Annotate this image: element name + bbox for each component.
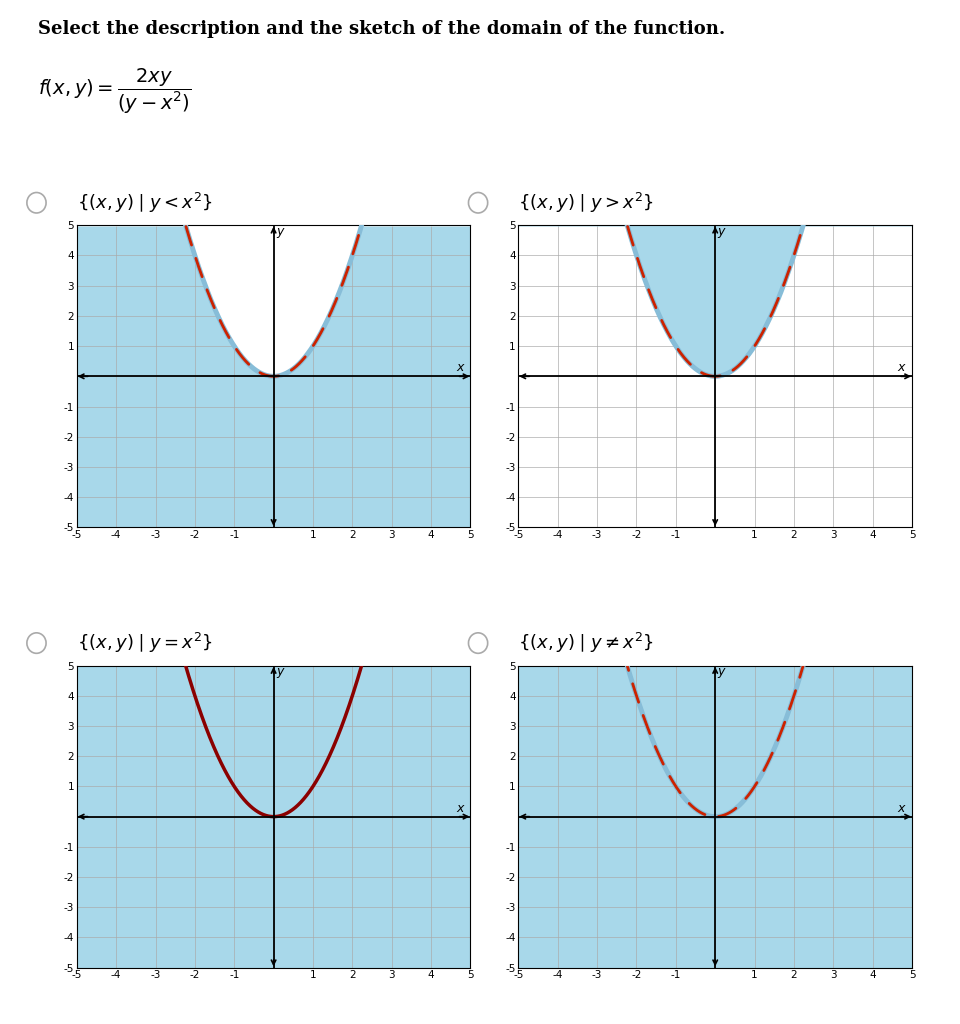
Text: $y$: $y$ [276, 667, 286, 680]
Text: $y$: $y$ [276, 226, 286, 240]
Text: $\{(x, y) \mid y = x^2\}$: $\{(x, y) \mid y = x^2\}$ [77, 631, 213, 655]
Text: $x$: $x$ [456, 361, 466, 375]
Text: Select the description and the sketch of the domain of the function.: Select the description and the sketch of… [38, 20, 726, 39]
Text: $\{(x, y) \mid y < x^2\}$: $\{(x, y) \mid y < x^2\}$ [77, 190, 213, 215]
Text: $x$: $x$ [898, 802, 907, 815]
Text: $x$: $x$ [456, 802, 466, 815]
Text: $x$: $x$ [898, 361, 907, 375]
Text: $\{(x, y) \mid y > x^2\}$: $\{(x, y) \mid y > x^2\}$ [518, 190, 655, 215]
Text: $y$: $y$ [717, 667, 728, 680]
Text: $\{(x, y) \mid y \neq x^2\}$: $\{(x, y) \mid y \neq x^2\}$ [518, 631, 655, 655]
Text: $y$: $y$ [717, 226, 728, 240]
Text: $\mathit{f}(x, y) = \dfrac{2xy}{(y - x^2)}$: $\mathit{f}(x, y) = \dfrac{2xy}{(y - x^2… [38, 67, 192, 116]
